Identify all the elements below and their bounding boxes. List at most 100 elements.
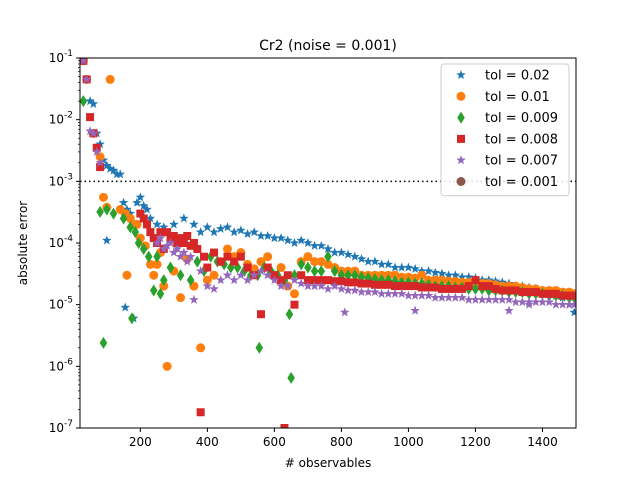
data-point xyxy=(134,237,143,249)
data-point xyxy=(317,276,326,285)
data-point xyxy=(363,287,373,297)
data-point xyxy=(397,282,406,291)
data-point xyxy=(471,282,480,295)
data-point xyxy=(269,233,280,243)
data-point xyxy=(216,257,225,266)
data-point xyxy=(357,279,366,288)
data-point xyxy=(340,307,350,317)
data-point xyxy=(504,305,514,315)
data-point xyxy=(297,258,305,271)
data-point xyxy=(450,292,461,302)
data-point xyxy=(179,247,189,257)
data-point xyxy=(222,270,233,280)
data-point xyxy=(423,266,434,276)
data-point xyxy=(323,259,333,269)
data-point xyxy=(464,294,474,304)
data-point xyxy=(287,371,295,384)
data-point xyxy=(350,251,360,261)
data-point xyxy=(149,270,159,280)
data-point xyxy=(309,240,320,250)
data-point xyxy=(200,252,208,261)
data-point xyxy=(565,291,574,300)
data-point xyxy=(490,294,501,304)
data-point xyxy=(403,262,414,272)
data-point xyxy=(85,96,95,106)
data-point xyxy=(118,197,129,207)
data-point xyxy=(186,274,195,287)
data-point xyxy=(569,307,576,317)
legend-label: tol = 0.02 xyxy=(485,69,550,84)
y-tick-label: 10-7 xyxy=(49,419,73,435)
data-point xyxy=(156,228,165,237)
data-point xyxy=(437,284,446,293)
data-point xyxy=(303,238,313,248)
data-point xyxy=(230,257,239,266)
data-point xyxy=(444,284,453,293)
data-point xyxy=(169,219,179,229)
data-point xyxy=(122,270,132,280)
data-point xyxy=(323,243,333,254)
data-point xyxy=(336,283,347,293)
data-point xyxy=(103,203,111,216)
data-point xyxy=(396,262,407,272)
data-point xyxy=(324,276,332,285)
data-point xyxy=(109,207,118,220)
data-point xyxy=(558,291,567,300)
data-point xyxy=(276,263,286,273)
legend-item: tol = 0.009 xyxy=(457,111,558,126)
data-point xyxy=(242,228,253,239)
data-point xyxy=(86,113,95,122)
data-point xyxy=(437,292,447,302)
data-point xyxy=(363,256,373,266)
data-point xyxy=(283,271,292,280)
data-point xyxy=(256,266,266,276)
data-point xyxy=(280,424,289,428)
data-point xyxy=(125,208,136,218)
data-point xyxy=(484,294,494,304)
data-point xyxy=(471,276,480,285)
data-point xyxy=(370,256,380,266)
data-point xyxy=(324,250,332,263)
data-point xyxy=(183,231,192,240)
legend: tol = 0.02 tol = 0.01 tol = 0.009 tol = 0.0… xyxy=(440,63,570,197)
data-point xyxy=(176,234,185,243)
data-point xyxy=(193,244,202,253)
data-point xyxy=(88,128,99,138)
data-point xyxy=(537,297,548,307)
data-point xyxy=(145,213,156,223)
data-point xyxy=(504,294,514,304)
data-point xyxy=(524,299,534,309)
data-point xyxy=(209,283,219,293)
data-point xyxy=(153,250,161,263)
data-point xyxy=(95,139,105,149)
data-point xyxy=(172,243,182,254)
data-point xyxy=(152,259,162,269)
data-point xyxy=(142,204,152,214)
data-point xyxy=(144,250,153,263)
data-point xyxy=(159,274,168,287)
data-point xyxy=(337,277,346,286)
data-point xyxy=(179,239,188,247)
data-point xyxy=(162,361,172,371)
data-point xyxy=(195,227,206,237)
data-point xyxy=(163,228,172,237)
data-point xyxy=(155,233,166,243)
legend-label: tol = 0.01 xyxy=(485,90,550,105)
data-point xyxy=(169,247,179,257)
data-point xyxy=(138,200,149,210)
data-point xyxy=(356,287,367,297)
data-point xyxy=(139,242,148,255)
data-point xyxy=(417,290,427,300)
data-point xyxy=(236,225,246,235)
data-points xyxy=(80,58,576,428)
data-point xyxy=(233,261,242,274)
y-tick-label: 10-1 xyxy=(49,49,73,65)
data-point xyxy=(404,282,413,291)
data-point xyxy=(323,283,333,293)
data-point xyxy=(289,289,299,299)
data-point xyxy=(223,252,232,261)
data-point xyxy=(99,336,108,349)
legend-marker xyxy=(456,155,466,165)
data-point xyxy=(102,160,112,170)
data-point xyxy=(196,408,205,417)
